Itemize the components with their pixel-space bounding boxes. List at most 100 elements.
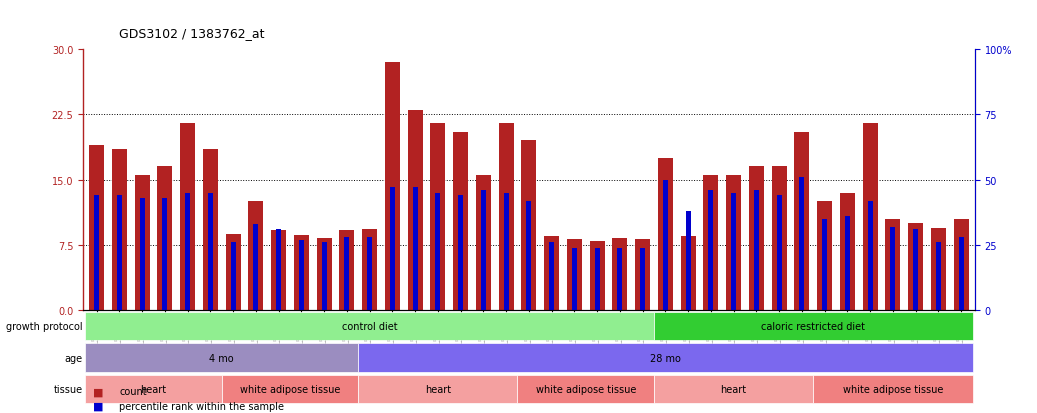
Text: ■: ■	[93, 401, 104, 411]
Bar	[185, 193, 190, 311]
Bar	[230, 243, 235, 311]
Text: control diet: control diet	[342, 321, 397, 331]
Text: heart: heart	[425, 384, 451, 394]
Bar	[958, 237, 963, 311]
Text: white adipose tissue: white adipose tissue	[535, 384, 636, 394]
Bar	[481, 190, 486, 311]
Bar	[522, 141, 536, 311]
Bar	[571, 248, 577, 311]
Bar	[180, 123, 195, 311]
FancyBboxPatch shape	[654, 375, 813, 403]
Bar	[680, 237, 696, 311]
Bar	[594, 248, 599, 311]
Bar	[527, 201, 531, 311]
FancyBboxPatch shape	[358, 344, 973, 372]
Bar	[749, 167, 764, 311]
Bar	[453, 132, 468, 311]
Text: heart: heart	[140, 384, 167, 394]
Bar	[272, 230, 286, 311]
Bar	[817, 202, 832, 311]
Bar	[226, 234, 241, 311]
Bar	[207, 193, 213, 311]
Bar	[499, 123, 513, 311]
Bar	[293, 235, 309, 311]
Bar	[344, 237, 349, 311]
Bar	[617, 248, 622, 311]
FancyBboxPatch shape	[654, 312, 973, 340]
Bar	[158, 167, 172, 311]
Bar	[249, 202, 263, 311]
Bar	[94, 196, 100, 311]
Bar	[640, 248, 645, 311]
Bar	[362, 230, 377, 311]
Bar	[339, 230, 355, 311]
Text: ■: ■	[93, 387, 104, 396]
Bar	[726, 176, 741, 311]
Text: GDS3102 / 1383762_at: GDS3102 / 1383762_at	[119, 27, 264, 40]
Bar	[708, 190, 713, 311]
Bar	[321, 243, 327, 311]
Bar	[658, 158, 673, 311]
Bar	[413, 188, 418, 311]
Bar	[908, 224, 923, 311]
FancyBboxPatch shape	[222, 375, 358, 403]
Bar	[754, 190, 759, 311]
Bar	[954, 219, 969, 311]
Text: white adipose tissue: white adipose tissue	[240, 384, 340, 394]
Bar	[385, 63, 399, 311]
Bar	[458, 196, 464, 311]
FancyBboxPatch shape	[85, 312, 654, 340]
Bar	[913, 230, 918, 311]
Bar	[840, 193, 854, 311]
Bar	[590, 241, 605, 311]
Bar	[112, 150, 127, 311]
Bar	[253, 225, 258, 311]
Bar	[549, 243, 554, 311]
Bar	[140, 198, 145, 311]
FancyBboxPatch shape	[85, 344, 358, 372]
Bar	[367, 237, 372, 311]
Bar	[203, 150, 218, 311]
Bar	[794, 132, 809, 311]
Bar	[408, 111, 422, 311]
Bar	[567, 240, 582, 311]
Bar	[663, 180, 668, 311]
Bar	[89, 145, 104, 311]
Bar	[772, 167, 786, 311]
Bar	[390, 188, 395, 311]
Text: 28 mo: 28 mo	[650, 353, 681, 363]
Bar	[613, 238, 627, 311]
FancyBboxPatch shape	[85, 375, 222, 403]
Bar	[886, 219, 900, 311]
Text: count: count	[119, 387, 147, 396]
Text: white adipose tissue: white adipose tissue	[843, 384, 943, 394]
Bar	[544, 237, 559, 311]
Bar	[430, 123, 445, 311]
Text: tissue: tissue	[53, 384, 83, 394]
Text: caloric restricted diet: caloric restricted diet	[761, 321, 865, 331]
Bar	[636, 240, 650, 311]
Bar	[845, 217, 850, 311]
Bar	[436, 193, 441, 311]
Text: age: age	[64, 353, 83, 363]
Text: 4 mo: 4 mo	[209, 353, 234, 363]
Bar	[863, 123, 877, 311]
Bar	[162, 198, 167, 311]
Bar	[868, 201, 873, 311]
Bar	[276, 230, 281, 311]
Text: percentile rank within the sample: percentile rank within the sample	[119, 401, 284, 411]
Bar	[476, 176, 491, 311]
Bar	[800, 178, 805, 311]
FancyBboxPatch shape	[813, 375, 973, 403]
Bar	[299, 240, 304, 311]
Text: heart: heart	[721, 384, 747, 394]
Bar	[316, 238, 332, 311]
Bar	[777, 196, 782, 311]
Bar	[822, 219, 828, 311]
Bar	[135, 176, 149, 311]
Bar	[504, 193, 509, 311]
FancyBboxPatch shape	[517, 375, 654, 403]
Bar	[685, 211, 691, 311]
Bar	[731, 193, 736, 311]
Bar	[703, 176, 719, 311]
